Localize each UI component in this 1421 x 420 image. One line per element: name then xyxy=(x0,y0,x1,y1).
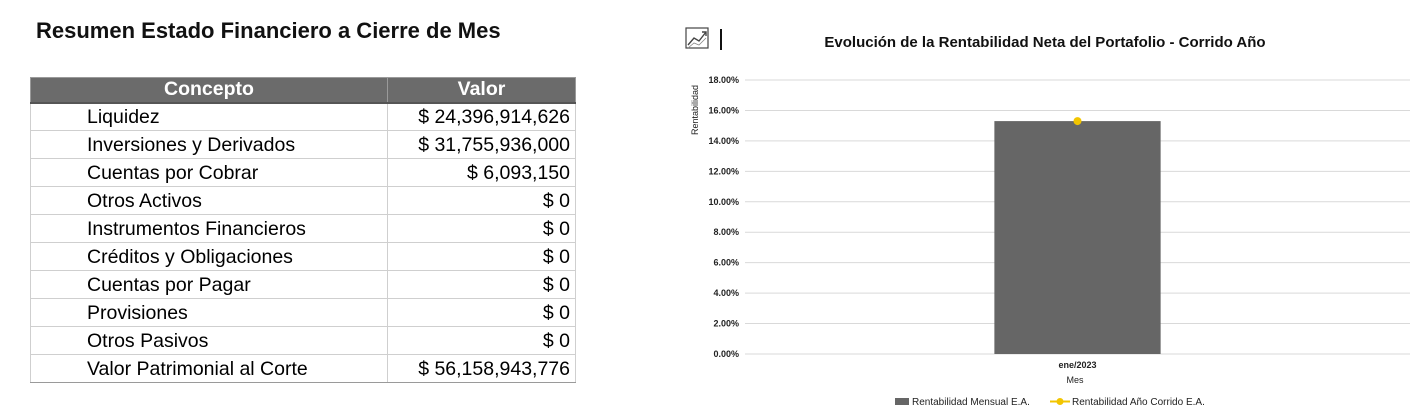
legend-swatch-bar xyxy=(895,398,909,405)
y-tick-label: 10.00% xyxy=(708,197,739,207)
y-tick-label: 0.00% xyxy=(713,349,739,359)
trend-chart-icon[interactable] xyxy=(684,26,724,52)
row-value: $ 56,158,943,776 xyxy=(387,354,576,383)
row-concept: Cuentas por Cobrar xyxy=(30,158,388,187)
y-tick-label: 18.00% xyxy=(708,75,739,85)
bar-rentabilidad-mensual[interactable] xyxy=(994,121,1161,354)
table-row: Otros Pasivos $ 0 xyxy=(30,326,576,355)
legend-swatch-point xyxy=(1056,398,1064,405)
row-concept: Otros Pasivos xyxy=(30,326,388,355)
table-row: Inversiones y Derivados $ 31,755,936,000 xyxy=(30,130,576,159)
financial-summary-table: Concepto Valor Liquidez $ 24,396,914,626 … xyxy=(30,77,576,383)
row-value: $ 0 xyxy=(387,298,576,327)
row-value: $ 0 xyxy=(387,326,576,355)
row-value: $ 0 xyxy=(387,242,576,271)
y-tick-label: 8.00% xyxy=(713,227,739,237)
table-row: Instrumentos Financieros $ 0 xyxy=(30,214,576,243)
table-row: Otros Activos $ 0 xyxy=(30,186,576,215)
legend-label-bar: Rentabilidad Mensual E.A. xyxy=(912,397,1030,408)
header-valor: Valor xyxy=(387,77,576,104)
row-concept: Inversiones y Derivados xyxy=(30,130,388,159)
row-concept: Valor Patrimonial al Corte xyxy=(30,354,388,383)
table-row: Cuentas por Pagar $ 0 xyxy=(30,270,576,299)
row-value: $ 0 xyxy=(387,214,576,243)
row-value: $ 0 xyxy=(387,186,576,215)
table-row: Valor Patrimonial al Corte $ 56,158,943,7… xyxy=(30,354,576,383)
y-tick-label: 12.00% xyxy=(708,166,739,176)
x-axis-title: Mes xyxy=(1066,375,1084,385)
row-concept: Créditos y Obligaciones xyxy=(30,242,388,271)
x-tick-label: ene/2023 xyxy=(1058,360,1096,370)
row-value: $ 24,396,914,626 xyxy=(387,102,576,131)
legend-label-line: Rentabilidad Año Corrido E.A. xyxy=(1072,397,1205,408)
chart-legend: Rentabilidad Mensual E.A. Rentabilidad Añ… xyxy=(895,397,1205,408)
summary-title: Resumen Estado Financiero a Cierre de Me… xyxy=(36,18,501,43)
row-value: $ 0 xyxy=(387,270,576,299)
y-axis-title: Rentabilidad xyxy=(690,85,700,135)
table-row: Provisiones $ 0 xyxy=(30,298,576,327)
header-concepto: Concepto xyxy=(30,77,388,104)
y-tick-label: 2.00% xyxy=(713,319,739,329)
row-concept: Liquidez xyxy=(30,102,388,131)
row-concept: Otros Activos xyxy=(30,186,388,215)
table-row: Liquidez $ 24,396,914,626 xyxy=(30,102,576,131)
point-rentabilidad-ano-corrido[interactable] xyxy=(1073,117,1082,126)
row-value: $ 31,755,936,000 xyxy=(387,130,576,159)
y-tick-label: 6.00% xyxy=(713,258,739,268)
y-tick-label: 16.00% xyxy=(708,105,739,115)
y-tick-label: 4.00% xyxy=(713,288,739,298)
table-row: Cuentas por Cobrar $ 6,093,150 xyxy=(30,158,576,187)
y-tick-label: 14.00% xyxy=(708,136,739,146)
row-concept: Provisiones xyxy=(30,298,388,327)
chart-plot: 0.00% 2.00% 4.00% 6.00% 8.00% 10.00% 12.00% 14.… xyxy=(690,75,1410,408)
chart-title: Evolución de la Rentabilidad Neta del Po… xyxy=(824,34,1266,51)
table-header-row: Concepto Valor xyxy=(30,77,576,104)
row-concept: Instrumentos Financieros xyxy=(30,214,388,243)
row-concept: Cuentas por Pagar xyxy=(30,270,388,299)
row-value: $ 6,093,150 xyxy=(387,158,576,187)
table-row: Créditos y Obligaciones $ 0 xyxy=(30,242,576,271)
